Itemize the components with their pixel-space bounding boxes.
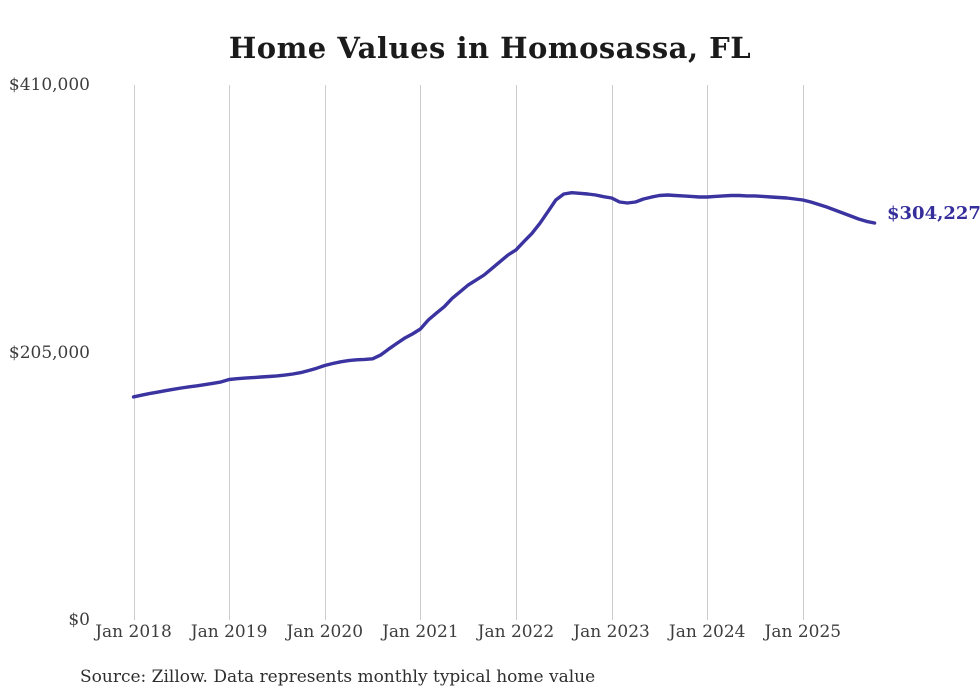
y-tick-label: $410,000 — [8, 75, 90, 95]
gridline — [802, 85, 804, 620]
x-tick-label: Jan 2020 — [286, 622, 364, 642]
x-tick-label: Jan 2019 — [190, 622, 268, 642]
x-tick-label: Jan 2021 — [382, 622, 459, 642]
gridline — [707, 85, 709, 620]
gridline — [324, 85, 326, 620]
x-tick-label: Jan 2023 — [573, 622, 650, 642]
source-note: Source: Zillow. Data represents monthly … — [80, 667, 596, 687]
value-line — [131, 191, 877, 399]
x-tick-label: Jan 2022 — [477, 622, 555, 642]
y-tick-label: $0 — [68, 610, 90, 630]
x-tick-label: Jan 2025 — [764, 622, 842, 642]
gridline — [229, 85, 231, 620]
x-tick-label: Jan 2024 — [668, 622, 746, 642]
chart-title: Home Values in Homosassa, FL — [228, 31, 752, 65]
gridline — [611, 85, 613, 620]
gridline — [515, 85, 517, 620]
y-tick-label: $205,000 — [8, 342, 90, 363]
gridline — [420, 85, 422, 620]
gridline — [133, 85, 135, 620]
current-value-label: $304,227 — [887, 203, 980, 224]
x-tick-label: Jan 2018 — [95, 622, 172, 642]
